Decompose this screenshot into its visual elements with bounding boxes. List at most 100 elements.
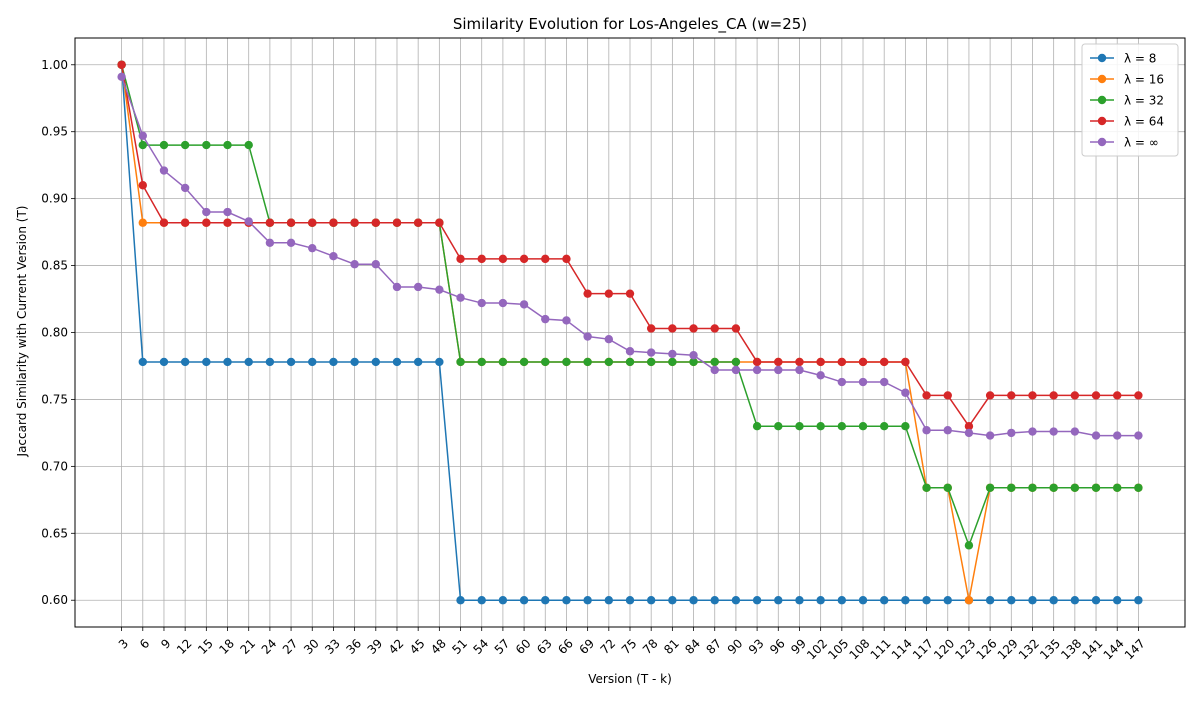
data-point bbox=[731, 596, 741, 605]
data-point bbox=[646, 324, 656, 333]
data-point bbox=[625, 347, 635, 356]
legend-label: λ = ∞ bbox=[1124, 136, 1159, 150]
data-point bbox=[138, 357, 147, 367]
data-point bbox=[816, 422, 825, 431]
data-point bbox=[498, 596, 508, 605]
data-point bbox=[519, 254, 529, 264]
data-point bbox=[689, 596, 698, 605]
data-point bbox=[159, 357, 169, 367]
data-point bbox=[816, 371, 825, 380]
data-point bbox=[985, 431, 995, 440]
data-point bbox=[731, 357, 741, 367]
data-point bbox=[477, 357, 486, 367]
data-point bbox=[1049, 483, 1058, 492]
data-point bbox=[1113, 483, 1122, 492]
data-point bbox=[202, 207, 211, 217]
data-point bbox=[223, 140, 232, 150]
data-point bbox=[265, 218, 275, 227]
data-point bbox=[922, 596, 931, 605]
data-point bbox=[371, 260, 381, 269]
data-point bbox=[350, 357, 359, 367]
data-point bbox=[1007, 428, 1016, 438]
data-point bbox=[943, 596, 952, 605]
data-point bbox=[350, 218, 359, 227]
data-point bbox=[646, 596, 656, 605]
data-point bbox=[985, 596, 995, 605]
data-point bbox=[329, 357, 338, 367]
data-point bbox=[964, 428, 974, 438]
data-point bbox=[1113, 391, 1122, 400]
data-point bbox=[943, 426, 952, 435]
data-point bbox=[541, 596, 550, 605]
legend-label: λ = 64 bbox=[1124, 115, 1164, 129]
data-point bbox=[1070, 391, 1080, 400]
data-point bbox=[244, 357, 253, 367]
data-point bbox=[265, 357, 275, 367]
data-point bbox=[117, 72, 126, 82]
data-point bbox=[308, 218, 317, 227]
y-tick-label: 0.70 bbox=[41, 459, 68, 473]
data-point bbox=[583, 289, 592, 298]
data-point bbox=[837, 422, 847, 431]
legend-label: λ = 32 bbox=[1124, 94, 1164, 108]
data-point bbox=[943, 391, 952, 400]
grid bbox=[75, 38, 1185, 627]
data-point bbox=[1007, 596, 1016, 605]
legend: λ = 8 λ = 16 λ = 32 λ = 64 λ = ∞ bbox=[1081, 43, 1179, 157]
data-point bbox=[795, 357, 804, 367]
data-point bbox=[583, 357, 592, 367]
data-point bbox=[244, 140, 253, 150]
data-point bbox=[223, 207, 232, 217]
data-point bbox=[879, 377, 889, 387]
data-point bbox=[456, 254, 465, 264]
data-point bbox=[562, 316, 571, 325]
data-point bbox=[223, 357, 232, 367]
data-point bbox=[456, 293, 465, 302]
data-point bbox=[138, 218, 147, 227]
data-point bbox=[1028, 483, 1037, 492]
data-point bbox=[752, 357, 762, 367]
data-point bbox=[477, 596, 486, 605]
data-point bbox=[159, 218, 169, 227]
data-point bbox=[774, 365, 783, 375]
data-point bbox=[286, 218, 296, 227]
data-point bbox=[392, 218, 402, 227]
data-point bbox=[435, 285, 444, 294]
data-point bbox=[498, 298, 508, 308]
data-point bbox=[689, 324, 698, 333]
series-lines bbox=[117, 60, 1143, 605]
data-point bbox=[159, 166, 169, 175]
legend-marker bbox=[1097, 53, 1107, 63]
data-point bbox=[1070, 596, 1080, 605]
data-point bbox=[498, 357, 508, 367]
data-point bbox=[1091, 596, 1101, 605]
y-tick-label: 0.65 bbox=[41, 526, 68, 540]
legend-item: λ = 8 bbox=[1090, 52, 1156, 66]
data-point bbox=[901, 388, 910, 397]
data-point bbox=[752, 365, 762, 375]
data-point bbox=[668, 357, 677, 367]
data-point bbox=[477, 298, 486, 308]
data-point bbox=[879, 422, 889, 431]
data-point bbox=[795, 365, 804, 375]
legend-marker bbox=[1097, 95, 1107, 105]
data-point bbox=[858, 377, 868, 387]
data-point bbox=[180, 140, 190, 150]
data-point bbox=[413, 357, 423, 367]
data-point bbox=[1049, 427, 1058, 436]
data-point bbox=[329, 218, 338, 227]
data-point bbox=[138, 131, 147, 140]
data-point bbox=[922, 391, 931, 400]
data-point bbox=[1028, 427, 1037, 436]
legend-item: λ = ∞ bbox=[1090, 136, 1159, 150]
data-point bbox=[689, 351, 698, 360]
data-point bbox=[604, 334, 614, 344]
data-point bbox=[308, 357, 317, 367]
data-point bbox=[117, 60, 126, 69]
chart-title: Similarity Evolution for Los-Angeles_CA … bbox=[453, 15, 807, 34]
data-point bbox=[329, 251, 338, 261]
data-point bbox=[1070, 483, 1080, 492]
data-point bbox=[646, 357, 656, 367]
data-point bbox=[498, 254, 508, 264]
